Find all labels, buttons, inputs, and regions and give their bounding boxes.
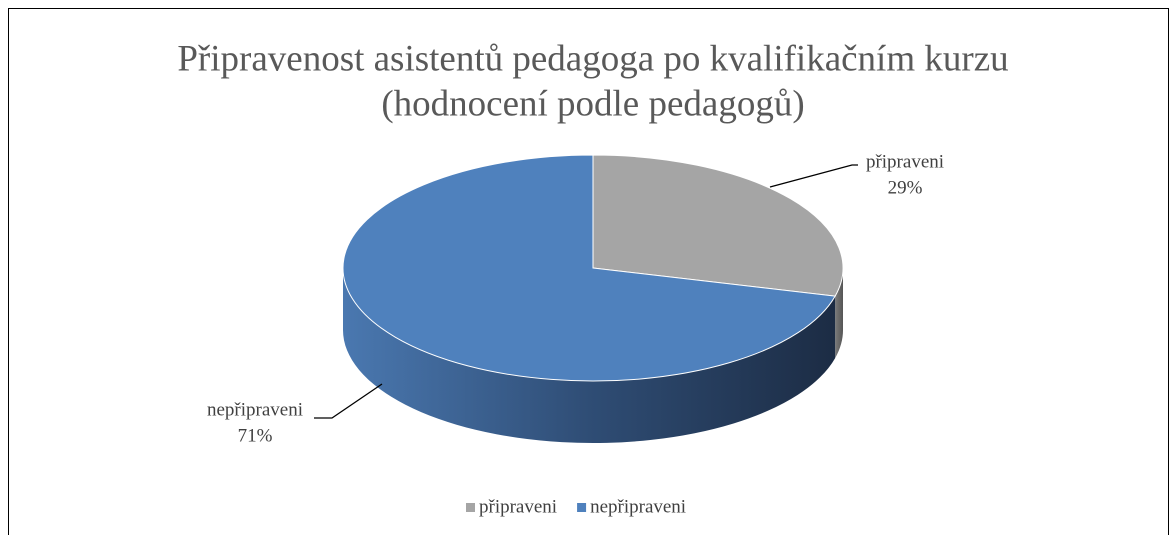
- legend-swatch: [577, 503, 587, 512]
- slice: [592, 154, 844, 297]
- chart-title: (hodnocení podle pedagogů): [381, 83, 804, 124]
- legend-swatch: [466, 503, 475, 512]
- chart-title: Připravenost asistentů pedagoga po kvali…: [177, 38, 1008, 79]
- slice-side: [343, 268, 836, 443]
- legend-label: nepřipraveni: [590, 496, 686, 517]
- data-label-name: nepřipraveni: [207, 399, 303, 420]
- data-label: 71%: [238, 425, 273, 446]
- leader-line: [314, 383, 383, 419]
- slice-side: [835, 268, 843, 359]
- data-label-name: připraveni: [866, 151, 944, 172]
- slice: [342, 154, 836, 382]
- data-label: 29%: [888, 177, 923, 198]
- legend-label: připraveni: [479, 496, 557, 517]
- leader-line: [769, 164, 858, 188]
